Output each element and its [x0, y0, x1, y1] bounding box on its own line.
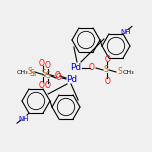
Text: S: S	[118, 67, 122, 76]
Text: O: O	[56, 74, 62, 83]
Text: S: S	[30, 69, 34, 78]
Text: O: O	[105, 55, 111, 64]
Text: S: S	[28, 67, 32, 76]
Text: S: S	[104, 66, 108, 74]
Text: O: O	[89, 64, 95, 73]
Text: CH₃: CH₃	[16, 69, 28, 74]
Text: CH₃: CH₃	[122, 69, 134, 74]
Text: O: O	[39, 59, 45, 67]
Text: O: O	[45, 81, 51, 90]
Text: O: O	[105, 76, 111, 85]
Text: NH: NH	[19, 116, 29, 122]
Text: Pd: Pd	[66, 74, 78, 83]
Text: S: S	[46, 71, 50, 81]
Text: NH: NH	[121, 29, 131, 35]
Text: O: O	[45, 62, 51, 71]
Text: O: O	[55, 71, 61, 81]
Text: Pd: Pd	[70, 62, 82, 71]
Text: S: S	[32, 71, 36, 77]
Text: O: O	[39, 81, 45, 90]
Text: S: S	[42, 69, 46, 78]
